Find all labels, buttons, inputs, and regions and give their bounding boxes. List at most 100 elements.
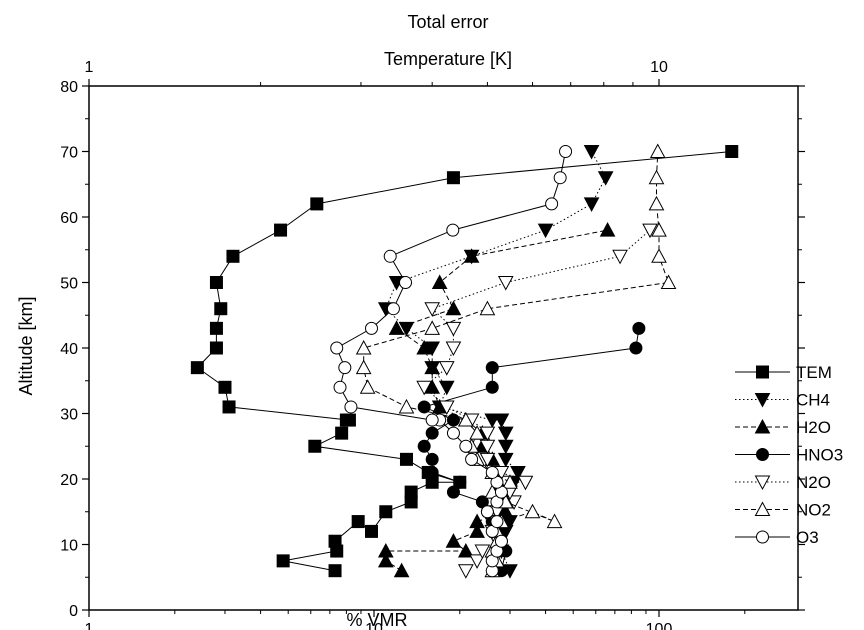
data-point-n2o bbox=[438, 361, 455, 376]
data-point-o3 bbox=[553, 171, 567, 185]
data-point-tem bbox=[399, 452, 413, 466]
data-point-tem bbox=[725, 145, 739, 158]
data-point-tem bbox=[328, 534, 342, 548]
data-point-n2o bbox=[479, 426, 496, 442]
data-point-n2o bbox=[438, 400, 455, 416]
data-point-h2o bbox=[393, 562, 410, 578]
data-point-n2o bbox=[642, 223, 658, 239]
data-point-o3 bbox=[465, 452, 479, 466]
data-point-ch4 bbox=[484, 413, 501, 429]
legend-marker-hno3 bbox=[756, 448, 769, 461]
data-point-o3 bbox=[425, 413, 439, 427]
data-point-no2 bbox=[479, 300, 496, 316]
data-point-h2o bbox=[377, 552, 394, 568]
data-point-hno3 bbox=[425, 426, 439, 440]
legend-item-h2o: H2O bbox=[735, 418, 831, 437]
data-point-o3 bbox=[338, 361, 352, 375]
data-point-ch4 bbox=[583, 145, 600, 160]
data-point-n2o bbox=[445, 321, 462, 337]
data-point-n2o bbox=[497, 276, 514, 291]
data-point-tem bbox=[276, 554, 290, 568]
data-point-hno3 bbox=[417, 400, 431, 414]
data-point-ch4 bbox=[597, 171, 614, 186]
data-point-tem bbox=[209, 341, 223, 355]
data-point-h2o bbox=[416, 339, 433, 355]
data-point-h2o bbox=[457, 542, 474, 558]
top-tick-label: 10 bbox=[650, 59, 668, 76]
data-point-n2o bbox=[612, 249, 628, 265]
data-point-tem bbox=[218, 380, 232, 394]
data-point-n2o bbox=[445, 341, 462, 357]
data-point-no2 bbox=[648, 195, 665, 211]
data-point-tem bbox=[342, 413, 356, 427]
data-point-h2o bbox=[431, 274, 448, 289]
y-tick-label: 10 bbox=[60, 538, 78, 555]
data-point-no2 bbox=[469, 425, 485, 440]
data-point-o3 bbox=[459, 439, 473, 453]
data-point-n2o bbox=[474, 544, 491, 560]
data-point-tem bbox=[364, 524, 378, 538]
data-point-no2 bbox=[424, 320, 441, 335]
data-point-n2o bbox=[469, 554, 485, 569]
legend-label: N2O bbox=[796, 473, 831, 492]
legend-label: HNO3 bbox=[796, 446, 843, 465]
series-n2o bbox=[416, 223, 658, 579]
data-point-no2 bbox=[649, 143, 666, 158]
data-point-ch4 bbox=[438, 380, 455, 396]
data-point-tem bbox=[226, 249, 240, 263]
data-point-h2o bbox=[424, 359, 441, 375]
data-point-tem bbox=[351, 515, 365, 529]
x-axis-label: % VMR bbox=[346, 610, 407, 630]
data-point-hno3 bbox=[629, 341, 643, 355]
data-point-o3 bbox=[330, 341, 344, 355]
data-point-n2o bbox=[424, 302, 441, 317]
legend-marker-n2o bbox=[754, 475, 771, 491]
legend-marker-no2 bbox=[754, 501, 771, 516]
data-point-ch4 bbox=[398, 321, 415, 337]
legend-marker-tem bbox=[756, 365, 769, 379]
data-point-h2o bbox=[469, 513, 485, 529]
data-point-h2o bbox=[497, 503, 514, 519]
data-point-o3 bbox=[333, 380, 347, 394]
legend-item-no2: NO2 bbox=[735, 501, 831, 520]
series-line-hno3 bbox=[422, 328, 640, 571]
x-tick-label: 100 bbox=[646, 621, 673, 630]
data-point-no2 bbox=[359, 379, 376, 394]
data-point-tem bbox=[214, 302, 228, 316]
data-point-tem bbox=[446, 171, 460, 185]
data-point-h2o bbox=[445, 300, 462, 316]
data-point-no2 bbox=[457, 411, 474, 427]
data-point-hno3 bbox=[425, 452, 439, 466]
y-tick-label: 30 bbox=[60, 407, 78, 424]
data-point-tem bbox=[222, 400, 236, 414]
data-point-hno3 bbox=[446, 485, 460, 499]
legend-item-n2o: N2O bbox=[735, 473, 831, 492]
data-point-o3 bbox=[399, 276, 413, 289]
data-point-ch4 bbox=[497, 426, 514, 442]
data-point-tem bbox=[328, 564, 342, 578]
data-point-n2o bbox=[517, 475, 534, 491]
data-point-no2 bbox=[355, 339, 372, 355]
data-point-o3 bbox=[446, 223, 460, 237]
y-tick-label: 70 bbox=[60, 145, 78, 162]
legend-label: TEM bbox=[796, 363, 832, 382]
data-point-o3 bbox=[344, 400, 358, 414]
y-axis-label: Altitude [km] bbox=[16, 296, 36, 395]
data-point-ch4 bbox=[497, 439, 514, 455]
data-point-tem bbox=[209, 276, 223, 289]
series-tem bbox=[190, 145, 739, 578]
data-point-o3 bbox=[545, 197, 559, 211]
data-point-no2 bbox=[546, 513, 563, 529]
data-point-hno3 bbox=[453, 475, 467, 489]
data-point-h2o bbox=[377, 542, 394, 558]
data-point-tem bbox=[379, 505, 393, 519]
data-point-no2 bbox=[398, 398, 415, 414]
data-point-o3 bbox=[559, 145, 573, 158]
series-line-ch4 bbox=[385, 151, 607, 571]
data-point-o3 bbox=[446, 426, 460, 440]
data-point-o3 bbox=[494, 534, 508, 548]
data-point-o3 bbox=[480, 505, 494, 519]
data-point-no2 bbox=[660, 274, 677, 289]
data-point-no2 bbox=[502, 474, 518, 489]
